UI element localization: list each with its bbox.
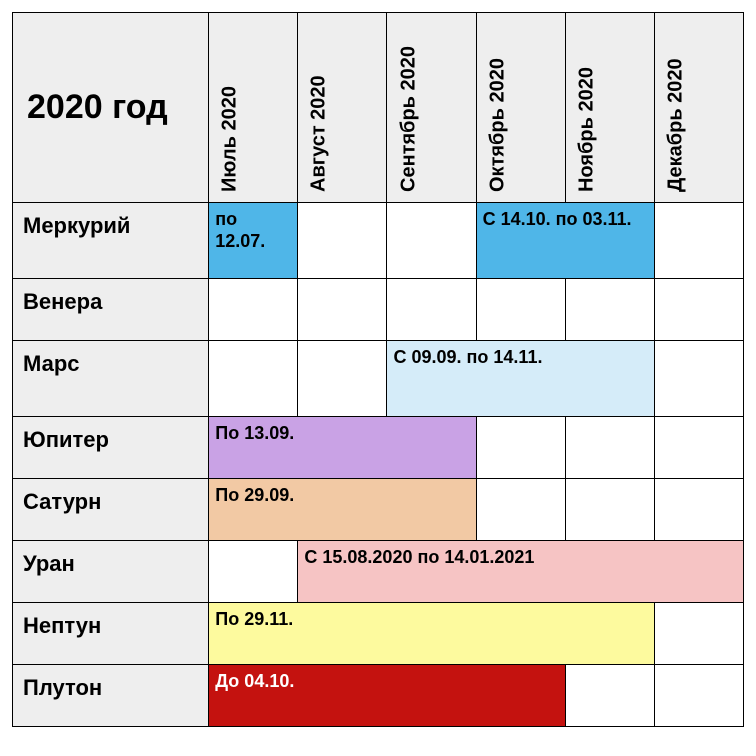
empty-cell [209, 279, 298, 341]
planet-name: Марс [13, 341, 209, 417]
period-cell: По 29.11. [209, 603, 655, 665]
empty-cell [654, 341, 743, 417]
table-row: Уран С 15.08.2020 по 14.01.2021 [13, 541, 744, 603]
empty-cell [209, 341, 298, 417]
month-label: Ноябрь 2020 [575, 67, 598, 192]
table-row: Венера [13, 279, 744, 341]
empty-cell [298, 203, 387, 279]
planet-name: Меркурий [13, 203, 209, 279]
empty-cell [476, 279, 565, 341]
period-cell: С 15.08.2020 по 14.01.2021 [298, 541, 744, 603]
month-label: Сентябрь 2020 [397, 46, 420, 192]
period-cell: С 14.10. по 03.11. [476, 203, 654, 279]
empty-cell [654, 603, 743, 665]
empty-cell [654, 279, 743, 341]
period-cell: По 13.09. [209, 417, 476, 479]
month-label: Июль 2020 [219, 86, 242, 192]
empty-cell [298, 279, 387, 341]
planet-name: Венера [13, 279, 209, 341]
empty-cell [476, 479, 565, 541]
empty-cell [654, 203, 743, 279]
table-row: Марс С 09.09. по 14.11. [13, 341, 744, 417]
empty-cell [654, 479, 743, 541]
month-header: Декабрь 2020 [654, 13, 743, 203]
planet-name: Сатурн [13, 479, 209, 541]
empty-cell [209, 541, 298, 603]
empty-cell [565, 665, 654, 727]
header-row: 2020 год Июль 2020 Август 2020 Сентябрь … [13, 13, 744, 203]
month-header: Сентябрь 2020 [387, 13, 476, 203]
table-body: Меркурийпо 12.07. С 14.10. по 03.11. Венер… [13, 203, 744, 727]
month-header: Октябрь 2020 [476, 13, 565, 203]
month-label: Октябрь 2020 [486, 58, 509, 192]
planet-name: Юпитер [13, 417, 209, 479]
table-row: ЮпитерПо 13.09. [13, 417, 744, 479]
planet-name: Нептун [13, 603, 209, 665]
empty-cell [387, 203, 476, 279]
table-row: Меркурийпо 12.07. С 14.10. по 03.11. [13, 203, 744, 279]
retrograde-table: 2020 год Июль 2020 Август 2020 Сентябрь … [12, 12, 744, 727]
empty-cell [476, 417, 565, 479]
table-row: НептунПо 29.11. [13, 603, 744, 665]
empty-cell [654, 417, 743, 479]
month-header: Июль 2020 [209, 13, 298, 203]
month-header: Август 2020 [298, 13, 387, 203]
empty-cell [565, 417, 654, 479]
empty-cell [565, 279, 654, 341]
table-title: 2020 год [13, 13, 209, 203]
table-row: ПлутонДо 04.10. [13, 665, 744, 727]
period-cell: С 09.09. по 14.11. [387, 341, 654, 417]
table-row: СатурнПо 29.09. [13, 479, 744, 541]
planet-name: Уран [13, 541, 209, 603]
period-cell: До 04.10. [209, 665, 565, 727]
period-cell: По 29.09. [209, 479, 476, 541]
month-label: Август 2020 [308, 75, 331, 192]
empty-cell [565, 479, 654, 541]
empty-cell [654, 665, 743, 727]
month-label: Декабрь 2020 [664, 58, 687, 192]
month-header: Ноябрь 2020 [565, 13, 654, 203]
empty-cell [298, 341, 387, 417]
planet-name: Плутон [13, 665, 209, 727]
empty-cell [387, 279, 476, 341]
period-cell: по 12.07. [209, 203, 298, 279]
